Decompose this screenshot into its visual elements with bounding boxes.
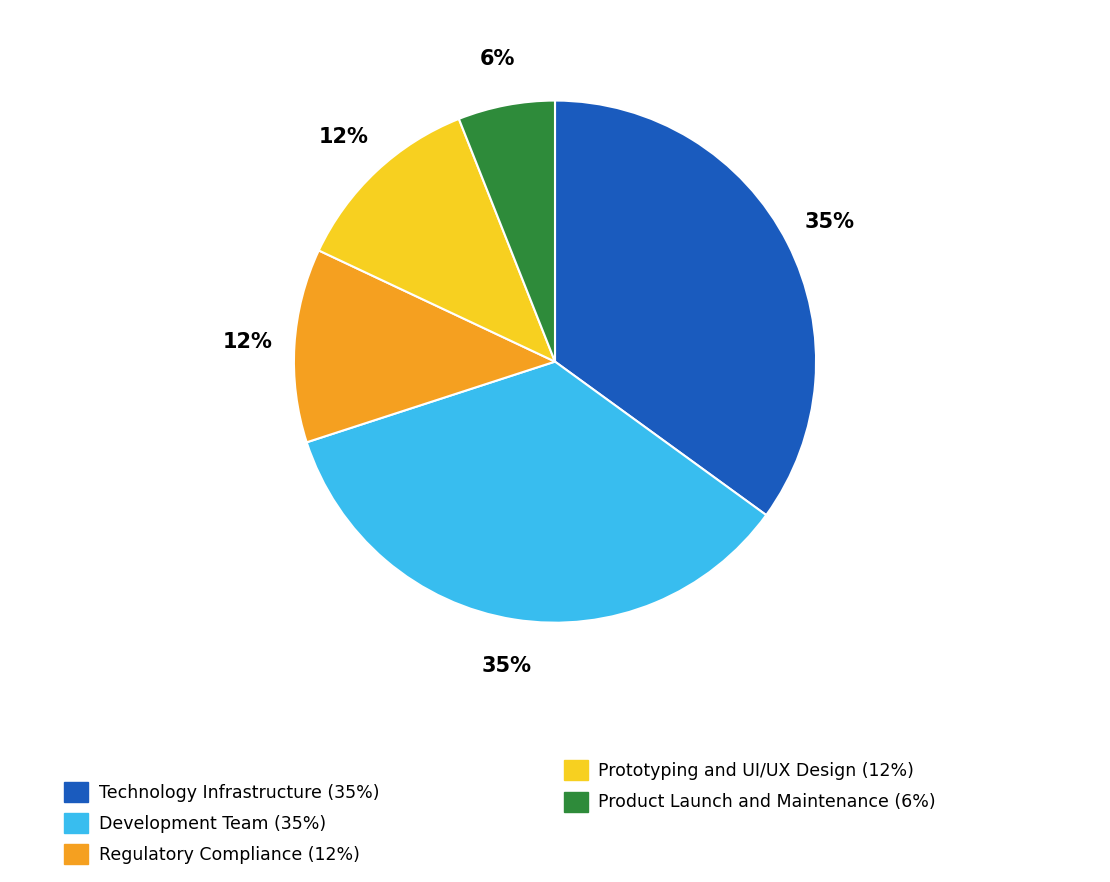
Legend: Prototyping and UI/UX Design (12%), Product Launch and Maintenance (6%): Prototyping and UI/UX Design (12%), Prod… xyxy=(564,760,936,811)
Text: 12%: 12% xyxy=(223,333,272,352)
Text: 35%: 35% xyxy=(482,656,532,676)
Wedge shape xyxy=(458,101,555,362)
Wedge shape xyxy=(319,119,555,362)
Wedge shape xyxy=(294,250,555,442)
Legend: Technology Infrastructure (35%), Development Team (35%), Regulatory Compliance (: Technology Infrastructure (35%), Develop… xyxy=(64,781,380,864)
Text: 6%: 6% xyxy=(480,49,515,69)
Wedge shape xyxy=(306,362,766,623)
Text: 12%: 12% xyxy=(320,127,369,147)
Text: 35%: 35% xyxy=(805,212,855,232)
Wedge shape xyxy=(555,101,816,515)
